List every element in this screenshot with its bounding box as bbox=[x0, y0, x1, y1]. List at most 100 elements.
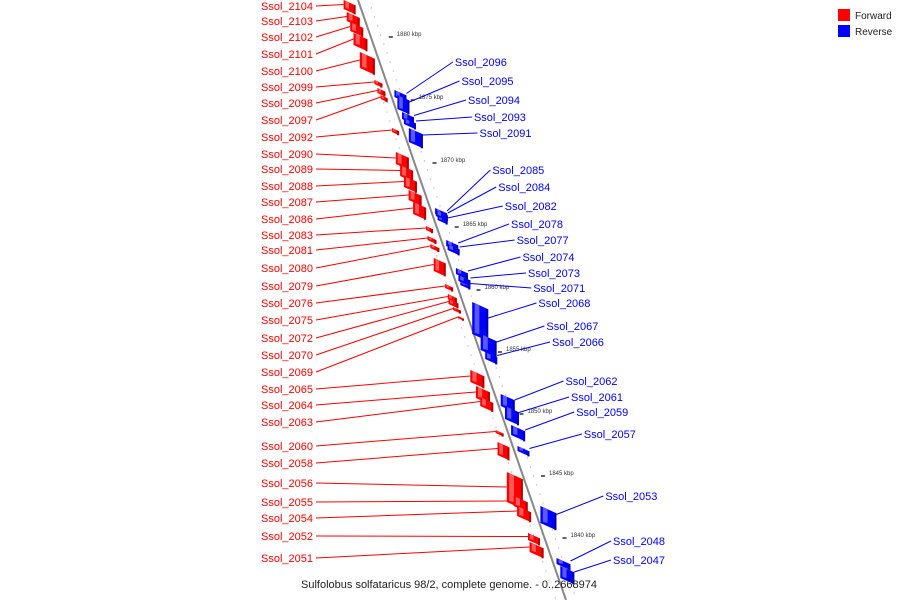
scale-dot bbox=[395, 79, 397, 81]
gene-block-ssol-2083 bbox=[426, 226, 433, 234]
gene-label-ssol-2091: Ssol_2091 bbox=[479, 128, 531, 140]
label-leader bbox=[315, 500, 514, 503]
gene-label-ssol-2061: Ssol_2061 bbox=[571, 392, 623, 404]
scale-dot bbox=[573, 592, 575, 594]
scale-dot bbox=[557, 547, 560, 549]
gene-block-ssol-2071 bbox=[460, 282, 471, 290]
gene-label-ssol-2059: Ssol_2059 bbox=[576, 407, 628, 419]
gene-block-ssol-2075 bbox=[447, 294, 457, 304]
scale-dot bbox=[430, 178, 432, 180]
gene-block-ssol-2072 bbox=[448, 299, 459, 309]
gene-block-ssol-2064 bbox=[475, 386, 490, 405]
scale-dot bbox=[495, 426, 497, 428]
gene-label-ssol-2090: Ssol_2090 bbox=[261, 149, 313, 161]
gene-label-ssol-2052: Ssol_2052 bbox=[261, 531, 313, 543]
tick-label: 1870 kbp bbox=[441, 158, 466, 164]
genome-backbone bbox=[357, 0, 567, 600]
scale-dot bbox=[436, 255, 438, 257]
tick-label: 1850 kbp bbox=[528, 409, 553, 415]
gene-label-ssol-2047: Ssol_2047 bbox=[613, 555, 665, 567]
label-leader bbox=[315, 264, 434, 287]
gene-label-ssol-2062: Ssol_2062 bbox=[565, 376, 617, 388]
label-leader bbox=[574, 559, 612, 573]
scale-dot bbox=[433, 187, 435, 189]
gene-block-ssol-2057 bbox=[517, 446, 530, 457]
scale-dot bbox=[529, 525, 531, 527]
label-leader bbox=[514, 380, 564, 401]
tick-label: 1880 kbp bbox=[397, 32, 422, 38]
gene-block-ssol-2086 bbox=[413, 202, 427, 220]
scale-dot bbox=[457, 318, 460, 320]
scale-dot bbox=[392, 70, 394, 72]
scale-dot bbox=[570, 583, 572, 585]
legend-forward-swatch bbox=[838, 9, 850, 21]
gene-label-ssol-2103: Ssol_2103 bbox=[261, 16, 313, 28]
label-leader bbox=[315, 401, 481, 423]
gene-block-ssol-2053 bbox=[540, 506, 557, 531]
gene-block-ssol-2067 bbox=[480, 334, 497, 358]
label-leader bbox=[315, 301, 449, 339]
label-leader bbox=[315, 90, 378, 104]
label-leader bbox=[315, 16, 347, 22]
label-leader bbox=[315, 96, 381, 121]
gene-label-ssol-2057: Ssol_2057 bbox=[584, 429, 636, 441]
gene-block-ssol-2051 bbox=[529, 542, 544, 559]
label-leader bbox=[315, 81, 375, 88]
scale-dot bbox=[473, 363, 475, 365]
label-leader bbox=[315, 181, 404, 187]
scale-dot bbox=[451, 241, 454, 243]
scale-dot bbox=[445, 282, 447, 284]
scale-dot bbox=[526, 457, 529, 459]
scale-dot bbox=[536, 484, 538, 486]
label-leader bbox=[315, 237, 428, 251]
gene-block-ssol-2080 bbox=[430, 244, 440, 253]
gene-label-ssol-2083: Ssol_2083 bbox=[261, 230, 313, 242]
gene-block-ssol-2074 bbox=[455, 268, 468, 280]
scale-dot bbox=[439, 205, 441, 207]
genome-caption: Sulfolobus solfataricus 98/2, complete g… bbox=[301, 579, 597, 591]
gene-label-ssol-2096: Ssol_2096 bbox=[455, 57, 507, 69]
scale-dot bbox=[373, 16, 376, 18]
tick-label: 1845 kbp bbox=[549, 471, 574, 477]
label-leader bbox=[415, 116, 472, 122]
gene-block-ssol-2099 bbox=[374, 80, 383, 88]
label-leader bbox=[315, 38, 354, 55]
label-leader bbox=[315, 308, 454, 356]
gene-label-ssol-2078: Ssol_2078 bbox=[511, 219, 563, 231]
gene-block-ssol-2102 bbox=[350, 22, 364, 37]
scale-dot bbox=[458, 259, 460, 261]
gene-labels: Ssol_2104 Ssol_2103 Ssol_2102 Ssol_2101 Ssol… bbox=[261, 1, 665, 567]
gene-label-ssol-2056: Ssol_2056 bbox=[261, 478, 313, 490]
gene-block-ssol-2062 bbox=[500, 394, 515, 413]
gene-label-ssol-2092: Ssol_2092 bbox=[261, 132, 313, 144]
gene-label-ssol-2097: Ssol_2097 bbox=[261, 115, 313, 127]
label-leader bbox=[413, 99, 467, 116]
label-leader bbox=[447, 205, 503, 219]
gene-label-ssol-2093: Ssol_2093 bbox=[474, 112, 526, 124]
legend-reverse-label: Reverse bbox=[855, 27, 893, 38]
scale-dot bbox=[380, 34, 382, 36]
label-leader bbox=[315, 59, 360, 72]
gene-label-ssol-2088: Ssol_2088 bbox=[261, 181, 313, 193]
tick-label: 1840 kbp bbox=[571, 533, 596, 539]
label-leader bbox=[446, 169, 491, 212]
gene-label-ssol-2048: Ssol_2048 bbox=[613, 536, 665, 548]
scale-dot bbox=[470, 295, 472, 297]
gene-block-ssol-2092 bbox=[392, 128, 400, 136]
gene-label-ssol-2060: Ssol_2060 bbox=[261, 441, 313, 453]
scale-dot bbox=[495, 367, 497, 369]
label-leader bbox=[447, 186, 497, 214]
gene-block-ssol-2097 bbox=[380, 95, 388, 103]
label-leader bbox=[409, 80, 460, 103]
gene-label-ssol-2089: Ssol_2089 bbox=[261, 164, 313, 176]
gene-block-ssol-2093 bbox=[403, 118, 416, 130]
scale-dot bbox=[398, 88, 401, 90]
gene-block-ssol-2103 bbox=[346, 12, 360, 27]
tick-label: 1860 kbp bbox=[485, 285, 510, 291]
label-leader bbox=[556, 495, 604, 515]
scale-dot bbox=[389, 120, 391, 122]
label-leader bbox=[488, 302, 537, 319]
gene-label-ssol-2104: Ssol_2104 bbox=[261, 1, 313, 13]
label-leader bbox=[315, 227, 427, 236]
gene-block-ssol-2087 bbox=[408, 190, 422, 206]
